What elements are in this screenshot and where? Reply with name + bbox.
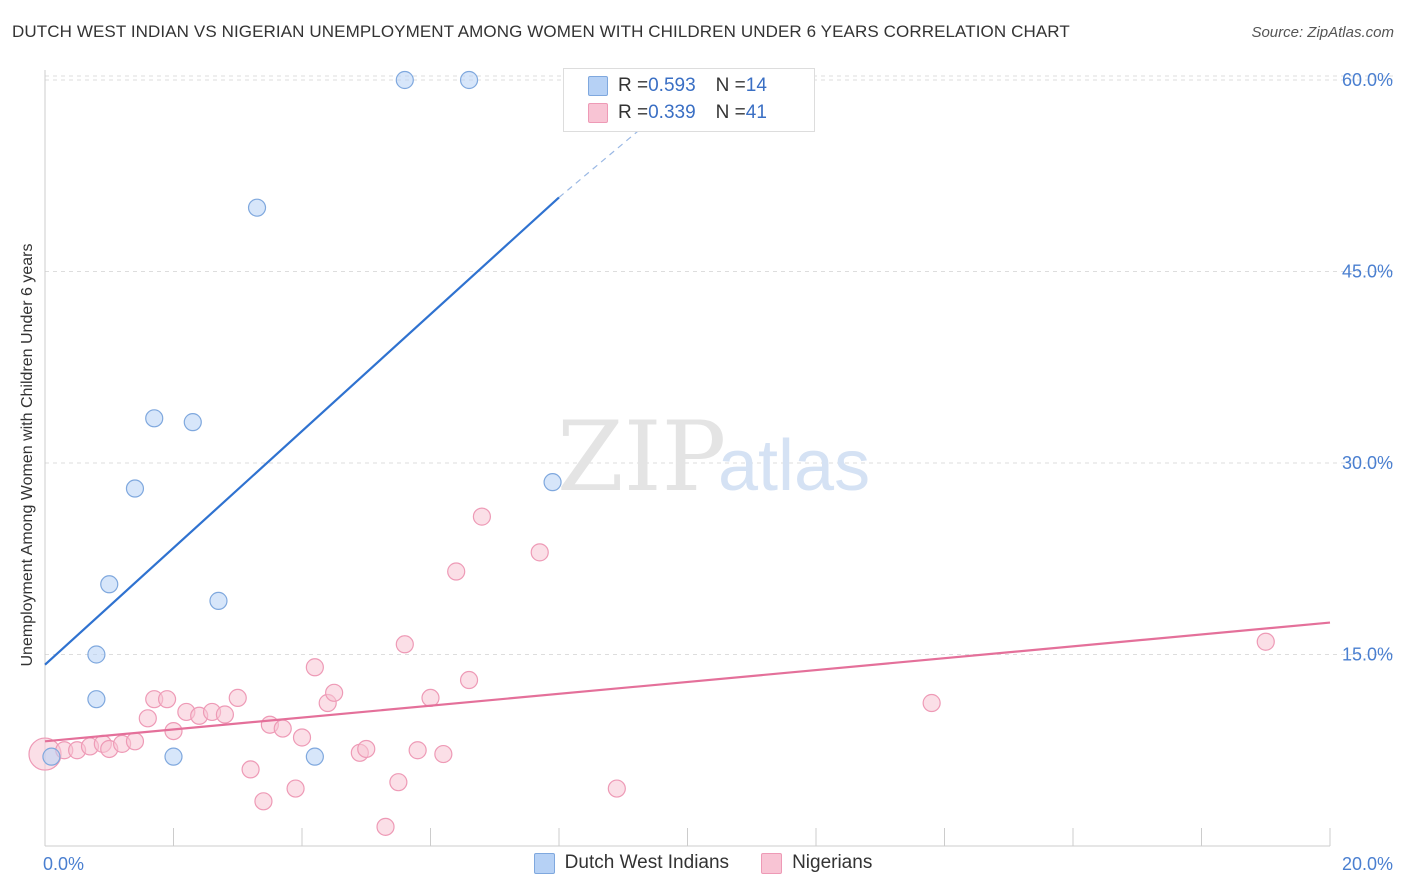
data-point: [434, 744, 453, 764]
data-point: [447, 562, 466, 581]
watermark-atlas: atlas: [718, 426, 870, 506]
data-point: [305, 658, 324, 677]
data-point: [254, 792, 273, 811]
legend-r-value: 0.593: [648, 75, 696, 96]
legend-swatch-blue: [533, 852, 555, 874]
data-point: [286, 779, 305, 798]
data-point: [241, 760, 260, 779]
legend-row-nigerians: R = 0.339 N = 41: [588, 101, 767, 125]
data-point: [87, 690, 106, 709]
data-point: [100, 575, 119, 594]
data-point: [459, 70, 479, 90]
series-legend: Dutch West Indians Nigerians: [0, 852, 1406, 874]
data-point: [42, 747, 61, 766]
legend-item-dutch-west-indians: Dutch West Indians: [533, 852, 730, 874]
y-tick-label: 15.0%: [1342, 645, 1393, 665]
data-point: [183, 413, 202, 432]
legend-n-label: N =: [715, 102, 746, 123]
legend-item-nigerians: Nigerians: [761, 852, 872, 874]
legend-swatch-blue: [588, 76, 608, 96]
dutch-west-indians-points: [42, 70, 562, 766]
x-tick-label: 20.0%: [1342, 854, 1393, 874]
data-point: [325, 683, 344, 702]
trend-line-nigerians: [44, 621, 1331, 743]
data-point: [164, 747, 183, 766]
data-point: [922, 693, 941, 713]
data-point: [543, 473, 562, 492]
data-point: [292, 728, 312, 747]
x-tick-label: 0.0%: [43, 854, 84, 874]
data-point: [1256, 632, 1275, 651]
data-point: [376, 817, 395, 836]
watermark-zip: ZIP: [557, 401, 726, 513]
data-point: [87, 645, 106, 664]
legend-swatch-pink: [588, 103, 608, 123]
legend-label: Nigerians: [792, 852, 873, 873]
data-point: [125, 479, 145, 498]
data-point: [215, 705, 234, 724]
data-point: [421, 688, 440, 708]
y-tick-label: 45.0%: [1342, 262, 1393, 282]
data-point: [125, 732, 145, 751]
watermark: ZIP atlas: [557, 401, 870, 513]
data-point: [459, 670, 479, 690]
trend-line-dutch-west-indians: [44, 196, 560, 666]
data-point: [247, 198, 267, 217]
data-point: [164, 721, 183, 741]
data-point: [395, 70, 414, 90]
data-point: [145, 409, 164, 428]
y-tick-labels: 15.0% 30.0% 45.0% 60.0%: [1342, 70, 1393, 665]
data-point: [395, 635, 414, 654]
data-point: [157, 690, 177, 709]
legend-swatch-pink: [761, 852, 783, 874]
data-point: [408, 741, 427, 760]
legend-r-value: 0.339: [648, 102, 696, 123]
x-ticks: 0.0% 20.0%: [43, 828, 1393, 874]
data-point: [273, 719, 292, 738]
legend-n-label: N =: [715, 75, 746, 96]
grid-lines: [45, 75, 1395, 655]
legend-n-value: 14: [745, 75, 767, 96]
nigerians-points: [28, 507, 1275, 836]
trend-lines: [44, 126, 1331, 743]
correlation-legend: R = 0.593 N = 14 R = 0.339 N = 41: [563, 68, 815, 132]
legend-n-value: 41: [745, 102, 767, 123]
data-point: [530, 543, 549, 562]
data-point: [305, 747, 324, 766]
y-tick-label: 60.0%: [1342, 70, 1393, 90]
legend-r-label: R =: [618, 75, 649, 96]
data-point: [228, 688, 247, 708]
legend-r-label: R =: [618, 102, 649, 123]
data-point: [472, 507, 491, 526]
data-point: [138, 709, 157, 728]
legend-row-dutch-west-indians: R = 0.593 N = 14: [588, 74, 767, 98]
data-point: [209, 591, 228, 610]
y-tick-label: 30.0%: [1342, 453, 1393, 473]
legend-label: Dutch West Indians: [564, 852, 730, 873]
source-label: Source: ZipAtlas.com: [1251, 24, 1394, 41]
data-point: [607, 779, 626, 798]
trend-line-extension: [558, 126, 643, 198]
data-point: [357, 739, 376, 759]
chart-title: DUTCH WEST INDIAN VS NIGERIAN UNEMPLOYME…: [12, 22, 1070, 41]
data-point: [389, 773, 408, 792]
